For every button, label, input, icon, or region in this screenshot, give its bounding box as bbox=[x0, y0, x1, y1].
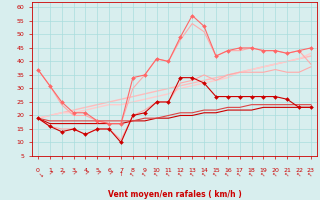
Text: ↑: ↑ bbox=[236, 171, 243, 177]
Text: ↑: ↑ bbox=[296, 171, 302, 177]
Text: ↑: ↑ bbox=[201, 171, 207, 177]
Text: ↑: ↑ bbox=[106, 171, 113, 177]
Text: ↑: ↑ bbox=[272, 171, 279, 177]
Text: ↑: ↑ bbox=[153, 171, 160, 177]
Text: ↑: ↑ bbox=[212, 171, 219, 177]
Text: ↑: ↑ bbox=[141, 171, 148, 177]
Text: ↑: ↑ bbox=[189, 171, 196, 177]
Text: ↑: ↑ bbox=[165, 171, 172, 177]
Text: ↑: ↑ bbox=[177, 171, 184, 177]
Text: ↑: ↑ bbox=[94, 171, 101, 177]
Text: ↑: ↑ bbox=[130, 171, 136, 177]
Text: ↑: ↑ bbox=[58, 171, 65, 177]
Text: ↑: ↑ bbox=[46, 171, 53, 177]
Text: ↑: ↑ bbox=[119, 172, 123, 177]
Text: ↑: ↑ bbox=[35, 171, 41, 177]
Text: ↑: ↑ bbox=[284, 171, 291, 177]
Text: ↑: ↑ bbox=[260, 171, 267, 177]
X-axis label: Vent moyen/en rafales ( km/h ): Vent moyen/en rafales ( km/h ) bbox=[108, 190, 241, 199]
Text: ↑: ↑ bbox=[224, 171, 231, 177]
Text: ↑: ↑ bbox=[248, 171, 255, 177]
Text: ↑: ↑ bbox=[308, 171, 314, 177]
Text: ↑: ↑ bbox=[70, 171, 77, 177]
Text: ↑: ↑ bbox=[82, 171, 89, 177]
